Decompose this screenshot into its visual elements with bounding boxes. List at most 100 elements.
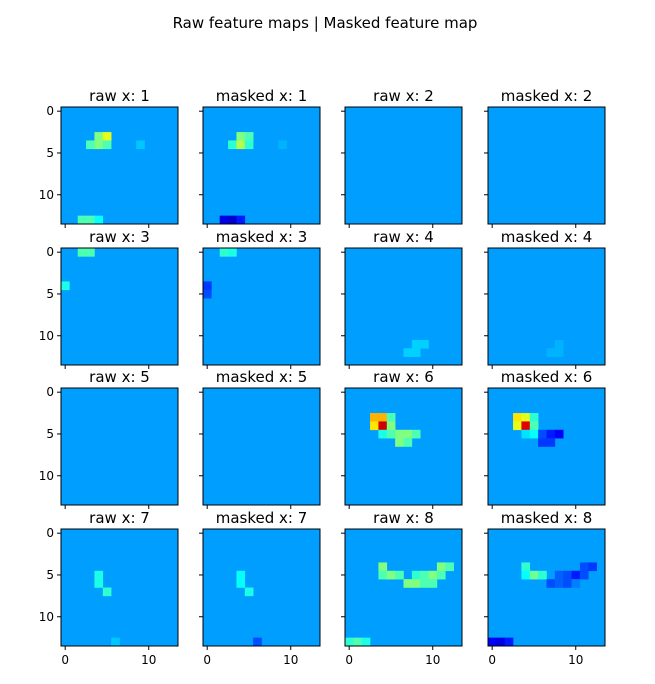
heatmap-cell: [94, 140, 104, 150]
y-tick-label: 0: [46, 385, 54, 399]
axes-frame: [202, 106, 321, 225]
heatmap-background: [61, 388, 178, 505]
heatmap-cell: [386, 429, 396, 439]
heatmap-background: [488, 107, 605, 224]
axes-frame: [487, 106, 606, 225]
y-tick-label: 5: [46, 427, 54, 441]
axes-frame: [202, 528, 321, 647]
heatmap-cell: [236, 215, 246, 225]
heatmap-cell: [428, 579, 438, 588]
heatmap-cell: [554, 339, 564, 349]
heatmap-cell: [102, 140, 112, 150]
heatmap-cell: [411, 570, 421, 580]
heatmap-cell: [228, 215, 237, 225]
heatmap-cell: [378, 421, 388, 431]
heatmap-cell: [395, 438, 404, 447]
heatmap-cell: [538, 429, 547, 439]
x-tick-label: 10: [141, 653, 156, 667]
heatmap-cell: [253, 637, 262, 647]
panel-title: masked x: 6: [501, 368, 593, 386]
panel-title: raw x: 1: [89, 87, 150, 105]
heatmap-cell: [228, 140, 237, 150]
heatmap-cell: [563, 579, 572, 588]
heatmap-cell: [496, 637, 506, 647]
panel-grid: raw x: 1 0 5 10 masked x: 1 raw x: 2 masked x:…: [39, 87, 606, 667]
panel-title: masked x: 3: [216, 228, 308, 246]
heatmap-panel: raw x: 2: [341, 87, 463, 228]
heatmap-background: [203, 388, 320, 505]
heatmap-cell: [219, 248, 229, 257]
heatmap-cell: [521, 570, 531, 580]
heatmap-cell: [554, 429, 564, 439]
heatmap-cell: [554, 579, 564, 588]
heatmap-cell: [529, 429, 539, 439]
y-tick-label: 0: [46, 245, 54, 259]
heatmap-cell: [546, 429, 556, 439]
heatmap-cell: [378, 413, 388, 422]
heatmap-cell: [403, 348, 413, 357]
panel-title: raw x: 8: [373, 509, 434, 527]
y-tick-label: 10: [39, 469, 54, 483]
heatmap-cell: [521, 421, 531, 431]
heatmap-cell: [102, 587, 112, 597]
heatmap-cell: [411, 579, 421, 588]
heatmap-background: [61, 248, 178, 365]
heatmap-cell: [94, 579, 104, 588]
heatmap-cell: [228, 248, 237, 257]
heatmap-panel: masked x: 6: [484, 368, 606, 509]
heatmap-cell: [513, 421, 522, 431]
y-tick-label: 10: [39, 329, 54, 343]
heatmap-cell: [420, 339, 429, 349]
figure-title: Raw feature maps | Masked feature map: [173, 14, 478, 32]
heatmap-panel: raw x: 3 0 5 10: [39, 228, 179, 369]
x-tick-label: 10: [568, 653, 583, 667]
x-tick-label: 0: [203, 653, 211, 667]
y-tick-label: 5: [46, 146, 54, 160]
heatmap-cell: [403, 579, 413, 588]
y-tick-label: 0: [46, 526, 54, 540]
heatmap-panel: raw x: 7 0 5 10 0 10: [39, 509, 179, 667]
heatmap-cell: [554, 348, 564, 357]
heatmap-cell: [236, 140, 246, 150]
y-tick-label: 5: [46, 287, 54, 301]
heatmap-cell: [529, 413, 539, 422]
heatmap-panel: masked x: 3: [199, 228, 321, 369]
heatmap-cell: [136, 140, 145, 150]
axes-frame: [60, 528, 179, 647]
panel-title: raw x: 3: [89, 228, 150, 246]
heatmap-cell: [538, 570, 547, 580]
heatmap-cell: [378, 429, 388, 439]
y-tick-label: 5: [46, 568, 54, 582]
heatmap-cell: [244, 587, 254, 597]
heatmap-background: [203, 529, 320, 646]
heatmap-cell: [345, 637, 354, 647]
heatmap-cell: [102, 132, 112, 141]
heatmap-cell: [203, 281, 212, 291]
y-tick-label: 10: [39, 188, 54, 202]
heatmap-cell: [411, 339, 421, 349]
panel-title: masked x: 1: [216, 87, 308, 105]
panel-title: raw x: 5: [89, 368, 150, 386]
axes-frame: [60, 106, 179, 225]
heatmap-cell: [436, 562, 446, 572]
heatmap-cell: [236, 579, 246, 588]
heatmap-cell: [521, 429, 531, 439]
heatmap-cell: [445, 562, 454, 572]
heatmap-panel: masked x: 7 0 10: [199, 509, 321, 667]
heatmap-cell: [436, 570, 446, 580]
heatmap-cell: [219, 215, 229, 225]
heatmap-cell: [386, 413, 396, 422]
heatmap-cell: [86, 215, 95, 225]
axes-frame: [487, 528, 606, 647]
panel-title: masked x: 7: [216, 509, 308, 527]
heatmap-cell: [361, 637, 371, 647]
heatmap-cell: [571, 579, 581, 588]
heatmap-cell: [579, 562, 589, 572]
heatmap-panel: masked x: 2: [484, 87, 606, 228]
heatmap-panel: masked x: 4: [484, 228, 606, 369]
heatmap-background: [345, 107, 462, 224]
axes-frame: [487, 247, 606, 366]
heatmap-panel: raw x: 4: [341, 228, 463, 369]
heatmap-cell: [244, 140, 254, 150]
